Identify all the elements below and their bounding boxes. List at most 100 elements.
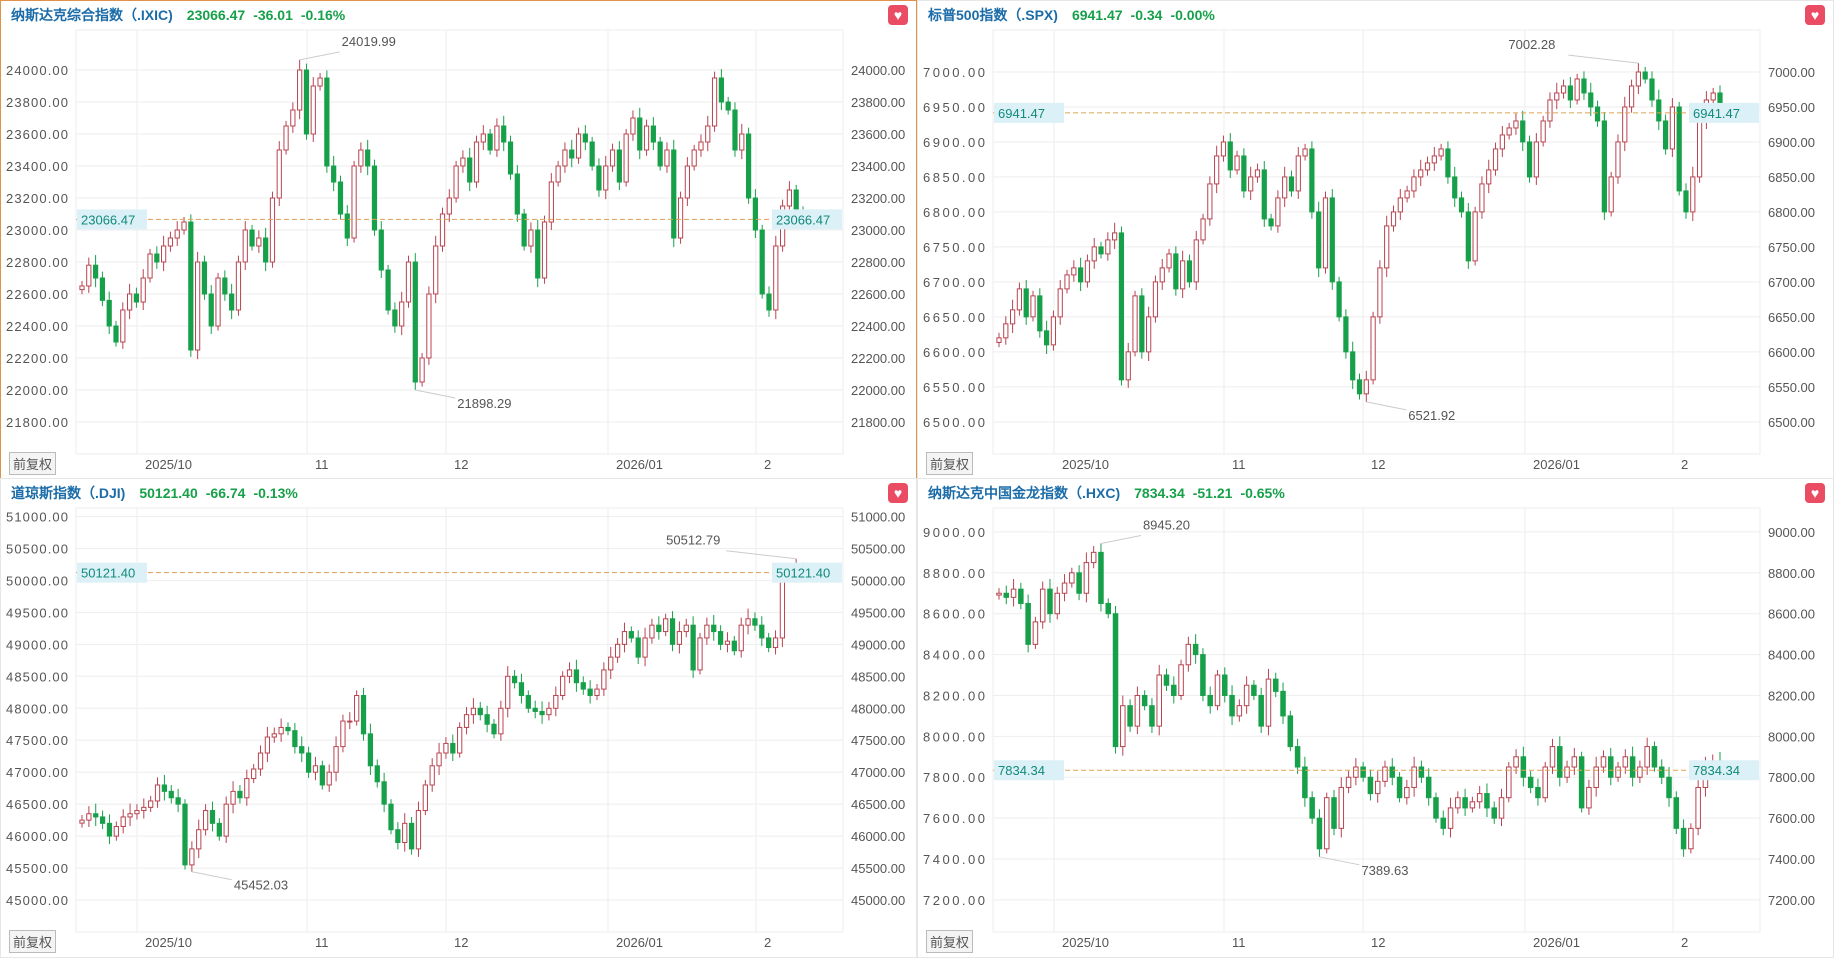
y-tick-label-right: 46000.00 bbox=[851, 829, 905, 844]
adjust-button[interactable]: 前复权 bbox=[926, 452, 974, 475]
candle bbox=[1132, 290, 1138, 357]
candle-body bbox=[1520, 756, 1527, 778]
candle bbox=[739, 123, 745, 160]
last-price-label: 6941.47 bbox=[1693, 106, 1740, 121]
candle bbox=[548, 173, 554, 231]
candle-body bbox=[1396, 776, 1403, 799]
candle-body bbox=[1345, 776, 1352, 788]
candle-body bbox=[1192, 643, 1199, 656]
candle-body bbox=[1251, 684, 1257, 696]
y-tick-label-left: 47500.00 bbox=[6, 733, 68, 748]
candle bbox=[1090, 546, 1097, 569]
candlestick-chart[interactable]: 2025/10 11 12 2026/01 2 6500.00 6500.00 6550.00… bbox=[918, 1, 1835, 481]
candle-body bbox=[1234, 155, 1240, 171]
adjust-button[interactable]: 前复权 bbox=[926, 930, 974, 953]
candle bbox=[208, 285, 214, 335]
candle-body bbox=[684, 165, 690, 199]
candle-body bbox=[367, 733, 374, 767]
candlestick-chart[interactable]: 2025/10 11 12 2026/01 2 45000.00 45000.00 45500… bbox=[1, 479, 918, 959]
heart-icon[interactable]: ♥ bbox=[1805, 5, 1825, 25]
candle-body bbox=[1425, 776, 1432, 799]
adjust-button[interactable]: 前复权 bbox=[9, 452, 57, 475]
candle-body bbox=[718, 77, 724, 103]
candle-body bbox=[1683, 190, 1689, 213]
x-tick-label: 2026/01 bbox=[616, 935, 663, 950]
candle bbox=[365, 139, 371, 176]
y-tick-label-right: 50500.00 bbox=[851, 541, 905, 556]
y-tick-label-right: 22800.00 bbox=[851, 255, 905, 270]
y-tick-label-left: 22000.00 bbox=[6, 383, 68, 398]
candle bbox=[1438, 143, 1444, 161]
candle-body bbox=[1688, 827, 1694, 850]
candle bbox=[1615, 134, 1621, 184]
candle-body bbox=[691, 149, 697, 167]
candle bbox=[1696, 114, 1703, 183]
candle bbox=[1662, 114, 1669, 155]
candle bbox=[582, 125, 588, 151]
candle-body bbox=[1560, 85, 1567, 94]
candle bbox=[1431, 147, 1437, 171]
candle bbox=[1581, 71, 1587, 100]
candle bbox=[1316, 809, 1323, 857]
y-tick-label-right: 49000.00 bbox=[851, 637, 905, 652]
candle-body bbox=[705, 125, 711, 143]
heart-icon[interactable]: ♥ bbox=[888, 5, 908, 25]
heart-icon[interactable]: ♥ bbox=[1805, 483, 1825, 503]
chart-panel[interactable]: 标普500指数（.SPX) 6941.47 -0.34 -0.00% ♥ 2025/10 1… bbox=[917, 0, 1834, 480]
candle-body bbox=[546, 707, 552, 716]
y-tick-label-left: 46500.00 bbox=[6, 797, 68, 812]
x-tick-label: 12 bbox=[454, 457, 468, 472]
candle-body bbox=[1171, 684, 1177, 696]
candle-body bbox=[501, 125, 507, 143]
candle bbox=[1710, 87, 1716, 105]
candle-body bbox=[310, 85, 316, 135]
candle bbox=[1050, 310, 1057, 351]
candle-body bbox=[1662, 120, 1669, 150]
extreme-leader-line bbox=[415, 389, 456, 399]
high-annotation: 50512.79 bbox=[666, 533, 720, 548]
candle bbox=[566, 662, 573, 684]
candle bbox=[1331, 790, 1337, 836]
candle-body bbox=[1064, 274, 1070, 290]
y-tick-label-left: 23400.00 bbox=[6, 159, 68, 174]
candle bbox=[1069, 567, 1075, 588]
candle-body bbox=[1520, 120, 1526, 143]
candle-body bbox=[1424, 162, 1431, 171]
adjust-button[interactable]: 前复权 bbox=[9, 930, 57, 953]
y-tick-label-left: 50000.00 bbox=[6, 573, 68, 588]
candle bbox=[1601, 112, 1607, 220]
candle bbox=[269, 191, 276, 268]
candle bbox=[621, 622, 628, 653]
heart-icon[interactable]: ♥ bbox=[888, 483, 908, 503]
chart-panel[interactable]: 纳斯达克综合指数（.IXIC) 23066.47 -36.01 -0.16% ♥ 2025… bbox=[0, 0, 917, 480]
candle bbox=[1227, 133, 1233, 178]
candle-body bbox=[333, 746, 339, 773]
y-tick-label-right: 6800.00 bbox=[1768, 205, 1815, 220]
candle bbox=[242, 221, 248, 271]
candlestick-chart[interactable]: 2025/10 11 12 2026/01 2 7200.00 7200.00 7400.00… bbox=[918, 479, 1835, 959]
last-price-label: 23066.47 bbox=[81, 212, 135, 227]
candlestick-chart[interactable]: 2025/10 11 12 2026/01 2 21800.00 21800.00 22000… bbox=[1, 1, 918, 481]
candle-body bbox=[340, 720, 346, 748]
candle bbox=[202, 804, 209, 836]
candle bbox=[1600, 750, 1607, 773]
candle-body bbox=[1248, 176, 1254, 192]
candle-body bbox=[402, 822, 408, 844]
candle bbox=[450, 734, 456, 762]
y-tick-label-right: 6900.00 bbox=[1768, 135, 1815, 150]
y-tick-label-right: 8000.00 bbox=[1768, 729, 1815, 744]
candle-body bbox=[263, 237, 269, 263]
candle bbox=[324, 70, 330, 173]
candle-body bbox=[351, 165, 357, 239]
high-annotation: 8945.20 bbox=[1143, 517, 1190, 532]
candle bbox=[596, 158, 602, 197]
candle-body bbox=[996, 337, 1002, 343]
candle bbox=[1294, 738, 1301, 774]
candle-body bbox=[344, 213, 350, 239]
candle-body bbox=[1139, 295, 1145, 353]
candle-body bbox=[724, 640, 731, 645]
chart-panel[interactable]: 纳斯达克中国金龙指数（.HXC) 7834.34 -51.21 -0.65% ♥ 2025… bbox=[917, 478, 1834, 958]
candle bbox=[215, 272, 221, 331]
chart-panel[interactable]: 道琼斯指数（.DJI) 50121.40 -66.74 -0.13% ♥ 2025/10 1… bbox=[0, 478, 917, 958]
candle bbox=[1404, 779, 1410, 805]
